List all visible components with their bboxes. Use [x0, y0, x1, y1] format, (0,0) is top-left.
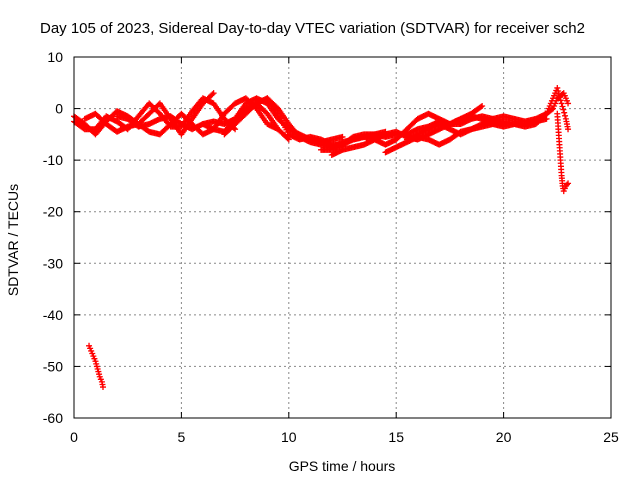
data-point: [210, 90, 217, 97]
data-point: [562, 112, 569, 119]
data-point: [99, 384, 106, 391]
data-point: [565, 100, 572, 107]
x-tick-label: 10: [281, 429, 297, 445]
series-arc-11: [403, 90, 572, 143]
data-point: [555, 88, 562, 95]
y-tick-label: -60: [43, 410, 63, 426]
data-point: [558, 100, 565, 107]
axis-ticks: 0 5 10 15 20 25 10 0 -10 -20 -30 -40 -50 -60: [43, 49, 619, 445]
data-point: [560, 106, 567, 113]
y-tick-label: 0: [55, 101, 63, 117]
chart-title: Day 105 of 2023, Sidereal Day-to-day VTE…: [40, 20, 585, 37]
data-point: [565, 126, 572, 133]
plot-frame: [73, 56, 612, 419]
x-tick-label: 20: [496, 429, 512, 445]
data-point: [565, 180, 572, 187]
data-series: [71, 84, 572, 391]
y-tick-label: -40: [43, 307, 63, 323]
data-point: [479, 102, 486, 109]
x-tick-label: 25: [603, 429, 619, 445]
data-point: [554, 84, 561, 91]
x-tick-label: 0: [70, 429, 78, 445]
data-point: [548, 106, 555, 113]
data-point: [285, 136, 292, 143]
data-point: [561, 109, 568, 116]
x-tick-label: 5: [178, 429, 186, 445]
y-tick-label: 10: [47, 49, 63, 65]
x-tick-label: 15: [388, 429, 404, 445]
x-axis-label: GPS time / hours: [289, 458, 396, 474]
series-arc-13: [86, 342, 106, 391]
data-point: [563, 181, 570, 188]
y-axis-label: SDTVAR / TECUs: [5, 184, 21, 296]
data-point: [339, 133, 346, 140]
y-tick-label: -50: [43, 358, 63, 374]
data-point: [477, 103, 484, 110]
data-point: [209, 91, 216, 98]
y-tick-label: -20: [43, 204, 63, 220]
series-arc-12: [554, 110, 572, 195]
y-tick-label: -30: [43, 255, 63, 271]
data-point: [284, 135, 291, 142]
data-point: [559, 103, 566, 110]
y-tick-label: -10: [43, 152, 63, 168]
